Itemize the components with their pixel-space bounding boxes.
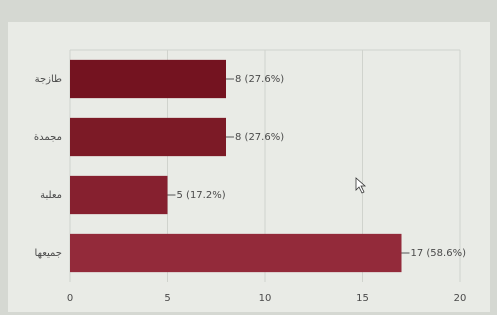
x-tick-label: 10 xyxy=(259,293,272,304)
x-tick-label: 20 xyxy=(454,293,467,304)
value-label: 8 (27.6%) xyxy=(235,132,284,143)
x-tick-label: 15 xyxy=(356,293,369,304)
value-label: 8 (27.6%) xyxy=(235,74,284,85)
y-tick-label: جميعها xyxy=(35,248,62,259)
y-tick-label: مجمدة xyxy=(34,132,62,143)
bar xyxy=(70,176,168,214)
value-label: 5 (17.2%) xyxy=(177,190,226,201)
x-tick-label: 5 xyxy=(164,293,170,304)
x-tick-label: 0 xyxy=(67,293,73,304)
chart: 0 5 10 15 20 طازجة 8 (27.6%) مجمدة 8 (27.6%) معلب… xyxy=(0,0,497,315)
value-label: 17 (58.6%) xyxy=(411,248,467,259)
bar xyxy=(70,234,402,272)
y-tick-label: معلبة xyxy=(40,190,62,201)
y-tick-label: طازجة xyxy=(35,74,62,85)
bar xyxy=(70,60,226,98)
bar xyxy=(70,118,226,156)
